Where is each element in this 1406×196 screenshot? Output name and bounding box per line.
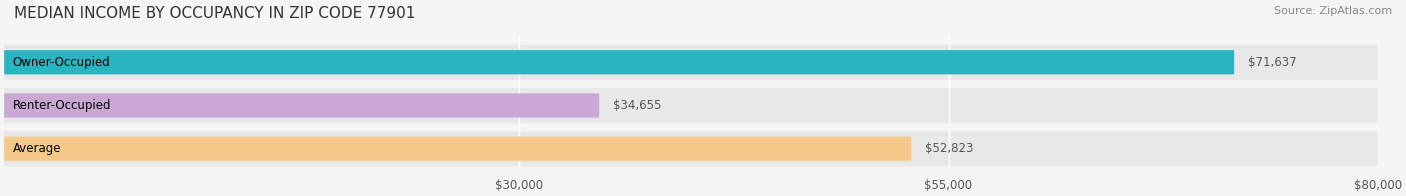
Text: $52,823: $52,823 [925,142,973,155]
FancyBboxPatch shape [4,45,1378,80]
FancyBboxPatch shape [4,137,911,161]
Text: Owner-Occupied: Owner-Occupied [13,56,111,69]
Text: Average: Average [13,142,62,155]
FancyBboxPatch shape [4,93,599,118]
Text: Source: ZipAtlas.com: Source: ZipAtlas.com [1274,6,1392,16]
FancyBboxPatch shape [4,131,1378,166]
FancyBboxPatch shape [4,50,1234,74]
Text: Renter-Occupied: Renter-Occupied [13,99,111,112]
Text: MEDIAN INCOME BY OCCUPANCY IN ZIP CODE 77901: MEDIAN INCOME BY OCCUPANCY IN ZIP CODE 7… [14,6,415,21]
Text: $71,637: $71,637 [1249,56,1296,69]
FancyBboxPatch shape [4,88,1378,123]
Text: $34,655: $34,655 [613,99,661,112]
